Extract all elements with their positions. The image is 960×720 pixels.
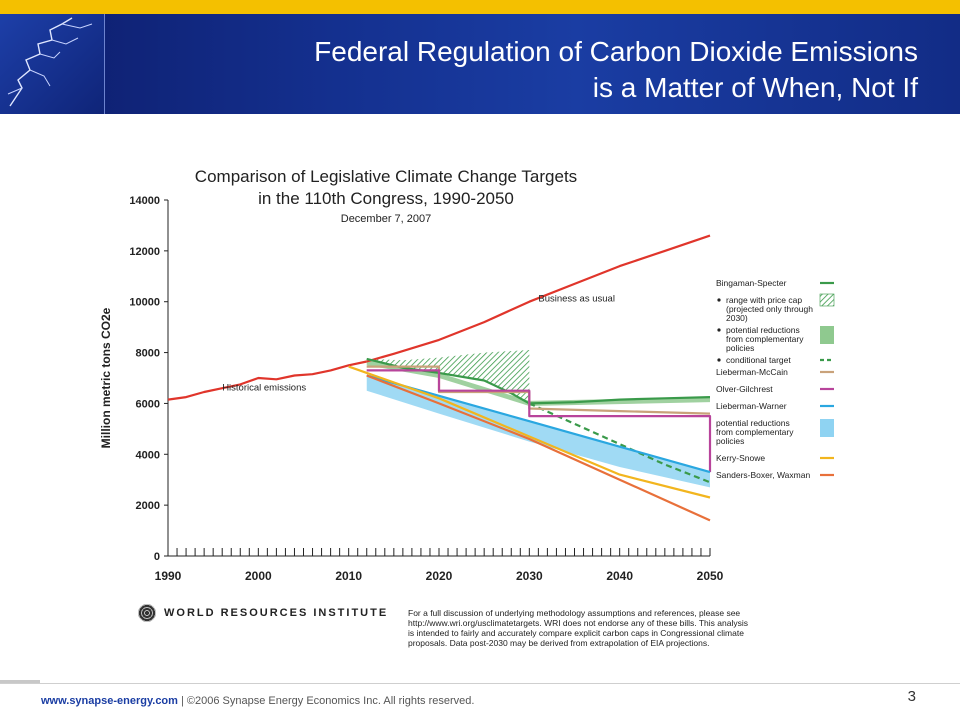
legend-label: conditional target bbox=[726, 355, 791, 365]
lightning-logo bbox=[0, 14, 105, 114]
y-tick-label: 10000 bbox=[129, 297, 160, 309]
legend-label: 2030) bbox=[726, 313, 748, 323]
y-tick-label: 6000 bbox=[136, 398, 160, 410]
chart-subtitle: December 7, 2007 bbox=[341, 213, 432, 225]
source-note: For a full discussion of underlying meth… bbox=[408, 608, 748, 648]
chart-annotation: Historical emissions bbox=[222, 383, 306, 394]
source-org-name: WORLD RESOURCES INSTITUTE bbox=[164, 607, 389, 619]
legend-label: policies bbox=[726, 343, 754, 353]
legend-label: Lieberman-McCain bbox=[716, 367, 788, 377]
chart-title-line2: in the 110th Congress, 1990-2050 bbox=[258, 189, 514, 208]
emissions-chart: Comparison of Legislative Climate Change… bbox=[96, 160, 836, 660]
slide-title-line2: is a Matter of When, Not If bbox=[592, 72, 918, 103]
footer-tab bbox=[0, 680, 40, 684]
series-line-0 bbox=[167, 360, 367, 401]
x-tick-label: 1990 bbox=[155, 569, 182, 583]
band-0 bbox=[366, 350, 530, 404]
legend-bullet bbox=[717, 298, 721, 302]
legend-label: from complementary bbox=[716, 427, 794, 437]
slide-footer: www.synapse-energy.com | ©2006 Synapse E… bbox=[41, 695, 474, 707]
page-number: 3 bbox=[907, 688, 916, 705]
y-tick-label: 14000 bbox=[129, 195, 160, 207]
legend-label: Kerry-Snowe bbox=[716, 453, 765, 463]
y-tick-label: 4000 bbox=[136, 449, 160, 461]
legend-bullet bbox=[717, 358, 721, 362]
legend-label: from complementary bbox=[726, 334, 804, 344]
slide-title: Federal Regulation of Carbon Dioxide Emi… bbox=[178, 34, 918, 106]
wri-globe-icon bbox=[138, 604, 156, 622]
y-tick-label: 2000 bbox=[136, 500, 160, 512]
chart-svg: Comparison of Legislative Climate Change… bbox=[99, 167, 835, 583]
source-org: WORLD RESOURCES INSTITUTE bbox=[138, 604, 388, 622]
legend-label: potential reductions bbox=[726, 325, 800, 335]
x-tick-label: 2030 bbox=[516, 569, 543, 583]
x-tick-label: 2040 bbox=[606, 569, 633, 583]
x-tick-label: 2010 bbox=[335, 569, 362, 583]
top-accent-bar bbox=[0, 0, 960, 14]
legend-label: (projected only through bbox=[726, 304, 813, 314]
footer-copyright: ©2006 Synapse Energy Economics Inc. All … bbox=[186, 695, 475, 707]
y-tick-label: 8000 bbox=[136, 348, 160, 360]
footer-url[interactable]: www.synapse-energy.com bbox=[41, 695, 178, 707]
footer-divider bbox=[0, 683, 960, 684]
legend-label: Lieberman-Warner bbox=[716, 401, 787, 411]
legend-label: policies bbox=[716, 436, 744, 446]
footer-separator: | bbox=[181, 695, 184, 707]
chart-annotation: Business as usual bbox=[538, 294, 615, 305]
x-tick-label: 2000 bbox=[245, 569, 272, 583]
y-tick-label: 0 bbox=[154, 551, 160, 563]
y-axis-label: Million metric tons CO2e bbox=[99, 307, 113, 448]
lightning-icon bbox=[7, 17, 93, 107]
legend-label: Bingaman-Specter bbox=[716, 278, 787, 288]
series-line-5 bbox=[366, 369, 712, 473]
x-tick-label: 2020 bbox=[426, 569, 453, 583]
slide-header: Federal Regulation of Carbon Dioxide Emi… bbox=[0, 14, 960, 114]
legend-label: Olver-Gilchrest bbox=[716, 384, 773, 394]
slide-title-line1: Federal Regulation of Carbon Dioxide Emi… bbox=[314, 36, 918, 67]
legend-swatch bbox=[819, 293, 835, 307]
y-tick-label: 12000 bbox=[129, 246, 160, 258]
series-line-8 bbox=[366, 374, 711, 522]
x-tick-label: 2050 bbox=[697, 569, 724, 583]
legend-swatch bbox=[820, 419, 834, 437]
legend-bullet bbox=[717, 328, 721, 332]
legend-label: potential reductions bbox=[716, 418, 790, 428]
legend-label: Sanders-Boxer, Waxman bbox=[716, 470, 810, 480]
chart-title: Comparison of Legislative Climate Change… bbox=[195, 167, 577, 186]
band-1 bbox=[366, 360, 710, 406]
series-line-7 bbox=[348, 365, 711, 499]
legend-label: range with price cap bbox=[726, 295, 802, 305]
series-line-1 bbox=[366, 234, 711, 363]
legend-swatch bbox=[820, 326, 834, 344]
band-2 bbox=[366, 375, 710, 488]
